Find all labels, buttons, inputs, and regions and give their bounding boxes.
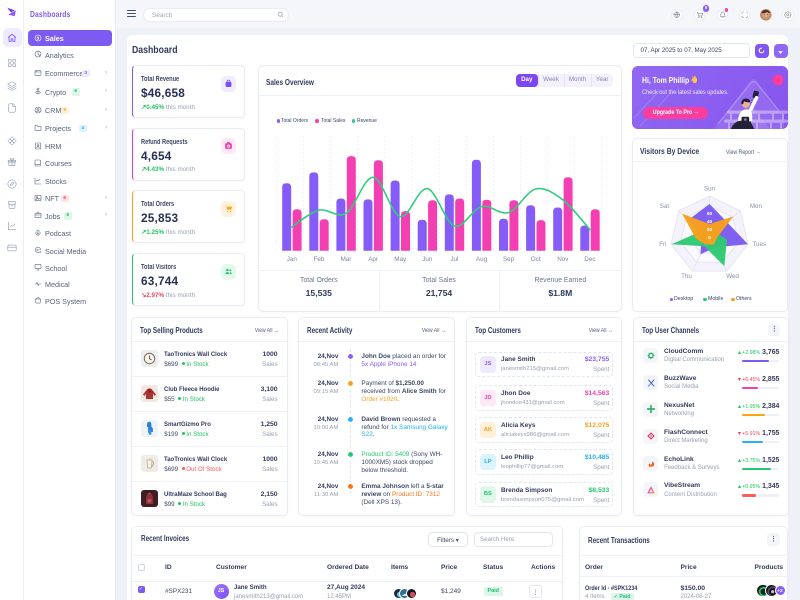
svg-text:Tues: Tues — [753, 241, 767, 248]
svg-text:Oct: Oct — [531, 256, 541, 263]
svg-text:Sat: Sat — [660, 203, 670, 210]
svg-text:Feb: Feb — [313, 256, 324, 263]
svg-text:May: May — [394, 256, 407, 263]
svg-text:0: 0 — [708, 235, 711, 241]
svg-text:Nov: Nov — [557, 256, 569, 263]
svg-text:Dec: Dec — [584, 256, 595, 263]
svg-text:Aug: Aug — [476, 256, 488, 263]
svg-text:Mar: Mar — [341, 256, 352, 263]
svg-text:Fri: Fri — [659, 241, 666, 248]
svg-text:40: 40 — [707, 219, 713, 225]
svg-text:Jul: Jul — [450, 256, 458, 263]
svg-text:60: 60 — [707, 211, 713, 217]
svg-text:Thu: Thu — [681, 273, 692, 280]
svg-text:Mon: Mon — [750, 203, 763, 210]
svg-text:Jan: Jan — [287, 256, 298, 263]
svg-text:Sep: Sep — [503, 256, 515, 263]
svg-text:Apr: Apr — [368, 256, 378, 263]
svg-text:Jun: Jun — [422, 256, 433, 263]
svg-text:20: 20 — [707, 227, 713, 233]
svg-text:Wed: Wed — [726, 273, 739, 280]
svg-text:Sun: Sun — [704, 186, 716, 193]
